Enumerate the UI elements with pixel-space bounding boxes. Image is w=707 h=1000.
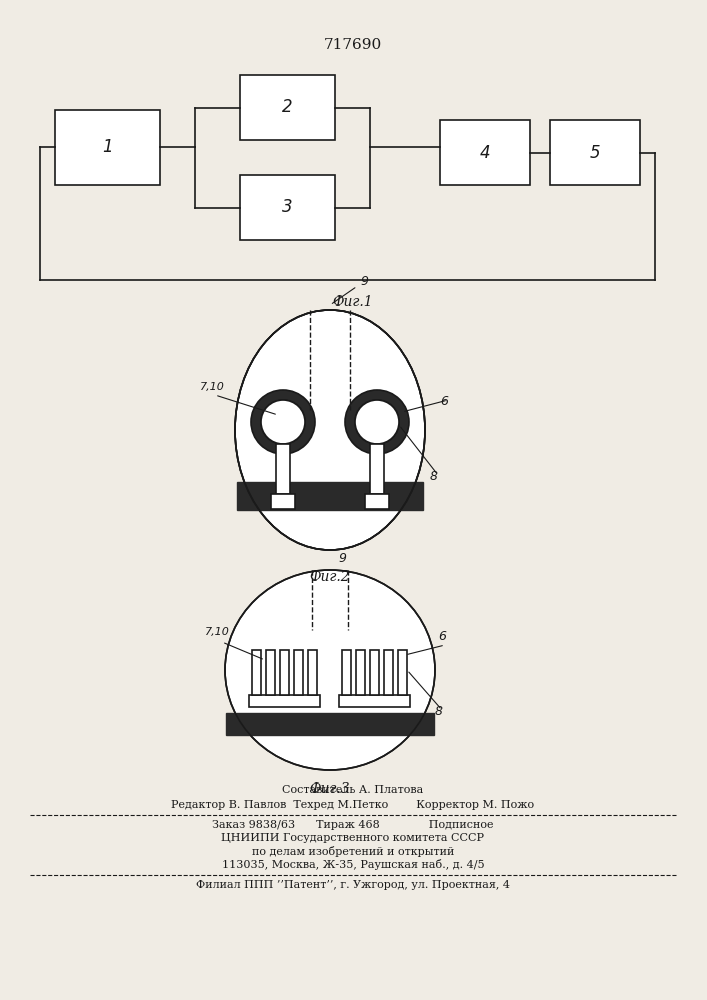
- Text: 7,10: 7,10: [205, 627, 230, 637]
- Bar: [339, 695, 411, 707]
- Text: 8: 8: [435, 705, 443, 718]
- Bar: [237, 482, 423, 510]
- Bar: [342, 650, 351, 695]
- Bar: [356, 650, 366, 695]
- Bar: [271, 494, 295, 509]
- Bar: [365, 494, 389, 509]
- Bar: [281, 650, 289, 695]
- Bar: [385, 650, 394, 695]
- Bar: [370, 444, 384, 494]
- Text: 9: 9: [332, 275, 368, 303]
- Text: Фиг.3: Фиг.3: [310, 782, 350, 796]
- Text: 7,10: 7,10: [200, 382, 225, 392]
- Bar: [550, 120, 640, 185]
- Text: ЦНИИПИ Государственного комитета СССР: ЦНИИПИ Государственного комитета СССР: [221, 833, 484, 843]
- Circle shape: [345, 390, 409, 454]
- Circle shape: [261, 400, 305, 444]
- Text: 8: 8: [430, 470, 438, 483]
- Bar: [267, 650, 276, 695]
- Text: Редактор В. Павлов  Техред М.Петко        Корректор М. Пожо: Редактор В. Павлов Техред М.Петко Коррек…: [171, 800, 534, 810]
- Ellipse shape: [225, 570, 435, 770]
- Text: 5: 5: [590, 143, 600, 161]
- Circle shape: [251, 390, 315, 454]
- Circle shape: [261, 400, 305, 444]
- Bar: [250, 695, 320, 707]
- Circle shape: [355, 400, 399, 444]
- Circle shape: [355, 400, 399, 444]
- Text: 4: 4: [479, 143, 491, 161]
- Bar: [370, 650, 380, 695]
- Bar: [295, 650, 303, 695]
- Bar: [226, 713, 434, 735]
- Text: 3: 3: [282, 198, 293, 217]
- Ellipse shape: [235, 310, 425, 550]
- Bar: [308, 650, 317, 695]
- Text: 2: 2: [282, 99, 293, 116]
- Bar: [440, 120, 530, 185]
- Text: Составитель А. Платова: Составитель А. Платова: [282, 785, 423, 795]
- Bar: [240, 175, 335, 240]
- Bar: [55, 110, 160, 185]
- Text: 717690: 717690: [324, 38, 382, 52]
- Text: Фиг.2: Фиг.2: [310, 570, 350, 584]
- Text: 1: 1: [103, 138, 113, 156]
- Bar: [399, 650, 407, 695]
- Text: 6: 6: [438, 630, 446, 643]
- Text: по делам изобретений и открытий: по делам изобретений и открытий: [252, 846, 454, 857]
- Text: Филиал ППП ’’Патент’’, г. Ужгород, ул. Проектная, 4: Филиал ППП ’’Патент’’, г. Ужгород, ул. П…: [196, 880, 510, 890]
- Bar: [252, 650, 262, 695]
- Bar: [240, 75, 335, 140]
- Text: Фиг.1: Фиг.1: [333, 295, 373, 309]
- Text: 113035, Москва, Ж-35, Раушская наб., д. 4/5: 113035, Москва, Ж-35, Раушская наб., д. …: [222, 859, 484, 870]
- Text: 6: 6: [440, 395, 448, 408]
- Text: 9: 9: [338, 552, 346, 565]
- Bar: [276, 444, 290, 494]
- Text: Заказ 9838/63      Тираж 468              Подписное: Заказ 9838/63 Тираж 468 Подписное: [212, 820, 493, 830]
